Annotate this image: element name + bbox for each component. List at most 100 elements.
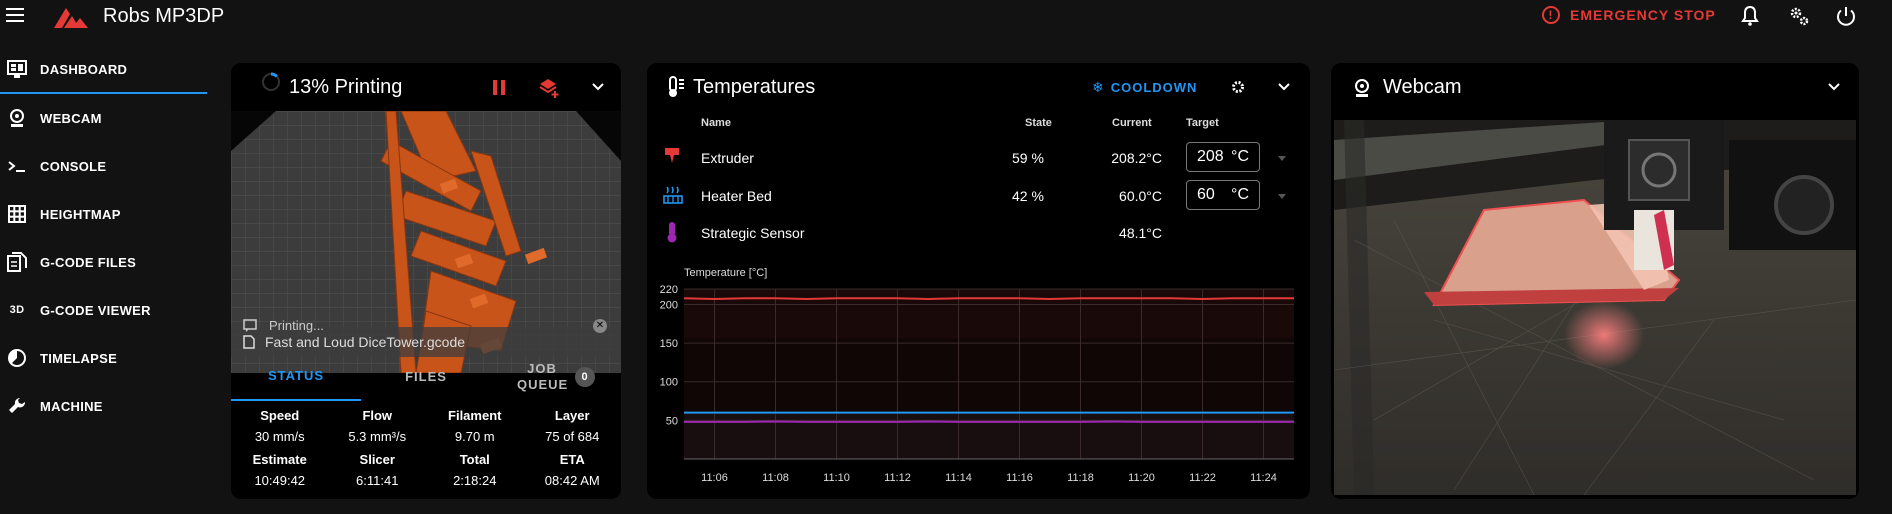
menu-down-icon[interactable]	[1277, 153, 1287, 163]
webcam-panel: Webcam	[1331, 63, 1859, 499]
sidebar-item-dashboard[interactable]: DASHBOARD	[0, 46, 207, 94]
chart-x-tick-label: 11:18	[1067, 472, 1094, 484]
chart-y-tick-label: 200	[660, 299, 678, 311]
heater-current-bed: 60.0°C	[1119, 188, 1162, 204]
chart-x-tick-label: 11:10	[823, 472, 850, 484]
tab-job-queue[interactable]: JOB QUEUE 0	[491, 353, 621, 401]
cooldown-button[interactable]: ❄ COOLDOWN	[1092, 79, 1197, 96]
stat-slicer: Slicer 6:11:41	[329, 452, 427, 488]
power-icon[interactable]	[1834, 4, 1858, 28]
sensor-name: Strategic Sensor	[701, 225, 805, 241]
sidebar-item-label: WEBCAM	[40, 110, 102, 126]
bell-icon[interactable]	[1738, 4, 1762, 28]
settings-cogs-icon[interactable]	[1787, 4, 1811, 28]
sidebar-item-label: G-CODE VIEWER	[40, 302, 151, 318]
stat-label: Estimate	[252, 452, 307, 467]
stat-label: Total	[459, 452, 490, 467]
stat-estimate: Estimate 10:49:42	[231, 452, 329, 488]
stat-value: 5.3 mm³/s	[348, 429, 407, 444]
chart-x-tick-label: 11:06	[701, 472, 728, 484]
print-stats-grid: Speed 30 mm/s Flow 5.3 mm³/s Filament 9.70 …	[231, 408, 621, 488]
sidebar-nav: DASHBOARD WEBCAM CONSOLE HEIGHTMAP G-COD…	[0, 46, 207, 430]
webcam-title: Webcam	[1383, 76, 1462, 98]
sidebar-item-label: TIMELAPSE	[40, 350, 118, 366]
message-icon	[243, 318, 257, 332]
chevron-down-icon[interactable]	[1827, 80, 1841, 94]
webcam-header: Webcam	[1331, 63, 1859, 113]
heater-name-extruder: Extruder	[701, 150, 754, 166]
file-name-bar: Fast and Loud DiceTower.gcode	[231, 327, 621, 357]
timelapse-icon	[8, 349, 26, 367]
monitor-dashboard-icon	[7, 60, 27, 78]
bed-target-input[interactable]: 60 °C	[1186, 180, 1260, 210]
grid-icon	[8, 205, 26, 223]
stat-layer: Layer 75 of 684	[524, 408, 622, 444]
webcam-icon	[10, 109, 24, 127]
target-value: 208	[1197, 148, 1224, 165]
exclude-object-button[interactable]	[538, 77, 560, 99]
sidebar-item-gcode-files[interactable]: G-CODE FILES	[0, 238, 207, 286]
chart-x-tick-label: 11:14	[945, 472, 972, 484]
file-icon	[243, 335, 255, 349]
stat-label: Layer	[554, 408, 590, 423]
sidebar-item-label: CONSOLE	[40, 158, 107, 174]
stat-total: Total 2:18:24	[426, 452, 524, 488]
progress-spinner-icon	[262, 72, 280, 91]
heater-state-extruder: 59 %	[1012, 150, 1044, 166]
stat-value: 30 mm/s	[254, 429, 305, 444]
3d-icon: 3D	[9, 304, 25, 316]
chart-x-tick-label: 11:08	[762, 472, 789, 484]
sidebar-item-heightmap[interactable]: HEIGHTMAP	[0, 190, 207, 238]
chart-y-tick-label: 50	[666, 415, 678, 427]
temperature-chart: 50 100 150 200 220 11:06 11:08 11:10 11:12 11:14 1…	[660, 284, 1294, 484]
stat-speed: Speed 30 mm/s	[231, 408, 329, 444]
extruder-target-input[interactable]: 208 °C	[1186, 142, 1260, 172]
pause-button[interactable]	[493, 80, 507, 96]
menu-down-icon[interactable]	[1277, 191, 1287, 201]
column-header-current: Current	[1112, 117, 1152, 129]
chevron-down-icon[interactable]	[591, 80, 605, 94]
tab-status[interactable]: STATUS	[231, 353, 361, 401]
chart-x-tick-label: 11:20	[1128, 472, 1155, 484]
pause-icon	[493, 80, 507, 95]
chart-y-axis-label: Temperature [°C]	[684, 267, 768, 279]
chart-x-tick-label: 11:12	[884, 472, 911, 484]
print-status-header: 13% Printing	[231, 63, 621, 113]
top-app-bar: Robs MP3DP ! EMERGENCY STOP	[0, 0, 1892, 34]
wrench-icon	[9, 397, 26, 413]
sidebar-item-gcode-viewer[interactable]: 3D G-CODE VIEWER	[0, 286, 207, 334]
print-status-panel: 13% Printing	[231, 63, 621, 499]
heater-name-bed: Heater Bed	[701, 188, 772, 204]
chart-series-line-extruder	[683, 297, 1294, 301]
webcam-icon	[1355, 79, 1369, 97]
thermometer-icon	[667, 222, 677, 243]
close-circle-icon[interactable]: ✕	[593, 319, 607, 333]
tab-files[interactable]: FILES	[405, 369, 447, 384]
sidebar-item-timelapse[interactable]: TIMELAPSE	[0, 334, 207, 382]
job-queue-count-badge: 0	[575, 367, 595, 387]
layers-plus-icon	[539, 79, 559, 98]
emergency-stop-button[interactable]: ! EMERGENCY STOP	[1542, 6, 1716, 24]
gear-icon[interactable]	[1231, 80, 1245, 94]
sidebar-item-machine[interactable]: MACHINE	[0, 382, 207, 430]
webcam-image	[1334, 120, 1856, 495]
emergency-stop-label: EMERGENCY STOP	[1570, 7, 1716, 23]
stat-value: 10:49:42	[254, 473, 306, 488]
heater-state-bed: 42 %	[1012, 188, 1044, 204]
sensor-current: 48.1°C	[1119, 225, 1162, 241]
sidebar-item-label: G-CODE FILES	[40, 254, 137, 270]
chevron-down-icon[interactable]	[1277, 80, 1291, 94]
print-preview-thumbnail: Fast and Loud DiceTower.gcode	[231, 111, 621, 373]
stat-value: 9.70 m	[454, 429, 495, 444]
print-tabs: STATUS FILES JOB QUEUE 0	[231, 353, 621, 401]
sidebar-item-webcam[interactable]: WEBCAM	[0, 94, 207, 142]
heater-current-extruder: 208.2°C	[1111, 150, 1162, 166]
app-logo	[54, 8, 88, 28]
chart-x-tick-label: 11:22	[1189, 472, 1216, 484]
sidebar-item-console[interactable]: CONSOLE	[0, 142, 207, 190]
menu-icon[interactable]	[6, 8, 24, 22]
temperatures-panel: Temperatures ❄ COOLDOWN Name State Curre…	[647, 63, 1310, 499]
stat-value: 6:11:41	[356, 473, 399, 488]
target-value: 60	[1197, 186, 1215, 203]
file-name: Fast and Loud DiceTower.gcode	[265, 334, 466, 350]
